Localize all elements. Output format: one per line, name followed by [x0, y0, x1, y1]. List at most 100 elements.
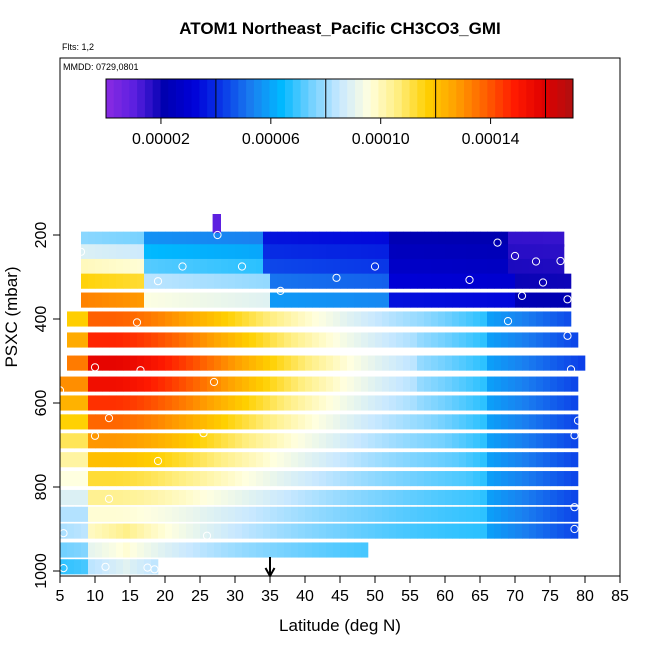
heatmap-cell	[459, 523, 467, 539]
heatmap-cell	[200, 452, 208, 468]
heatmap-cell	[494, 471, 502, 487]
heatmap-cell	[536, 292, 544, 308]
heatmap-cell	[389, 433, 397, 449]
heatmap-cell	[494, 258, 502, 275]
heatmap-cell	[123, 452, 131, 468]
observation-point	[202, 531, 212, 540]
colorbar-swatch	[269, 79, 278, 118]
heatmap-cell	[452, 273, 460, 289]
heatmap-cell	[179, 311, 187, 327]
heatmap-cell	[123, 273, 131, 289]
heatmap-cell	[368, 244, 376, 260]
heatmap-cell	[340, 273, 348, 289]
heatmap-cell	[67, 489, 75, 506]
heatmap-cell	[137, 332, 145, 348]
heatmap-cell	[172, 231, 180, 247]
heatmap-cell	[473, 489, 481, 506]
x-axis-label: Latitude (deg N)	[279, 616, 401, 635]
heatmap-cell	[354, 433, 362, 449]
colorbar-swatch	[432, 79, 442, 118]
heatmap-cell	[207, 258, 215, 275]
heatmap-cell	[60, 542, 68, 558]
heatmap-cell	[459, 433, 467, 449]
observation-point	[153, 456, 163, 466]
heatmap-cell	[256, 414, 264, 430]
heatmap-cell	[95, 258, 103, 275]
heatmap-cell	[263, 506, 271, 522]
heatmap-cell	[312, 414, 320, 430]
heatmap-cell	[270, 332, 278, 348]
heatmap-cell	[277, 433, 285, 449]
heatmap-cell	[256, 523, 264, 539]
heatmap-cell	[81, 292, 89, 308]
heatmap-cell	[116, 355, 124, 371]
heatmap-cell	[298, 244, 306, 260]
heatmap-cell	[522, 332, 530, 348]
heatmap-cell	[74, 471, 82, 487]
heatmap-cell	[102, 292, 110, 308]
y-tick-label: 1000	[33, 553, 50, 589]
heatmap-cell	[564, 292, 572, 308]
heatmap-cell	[228, 542, 236, 558]
heatmap-cell	[256, 258, 264, 275]
heatmap-cell	[333, 332, 341, 348]
heatmap-cell	[382, 433, 390, 449]
heatmap-cell	[501, 376, 509, 392]
heatmap-cell	[347, 506, 355, 522]
heatmap-cell	[354, 332, 362, 348]
heatmap-cell	[270, 273, 278, 289]
x-tick-label: 50	[366, 588, 384, 605]
heatmap-cell	[144, 489, 152, 506]
heatmap-cell	[417, 355, 425, 371]
heatmap-cell	[284, 376, 292, 392]
heatmap-cell	[571, 452, 579, 468]
heatmap-cell	[473, 292, 481, 308]
heatmap-cell	[550, 471, 558, 487]
heatmap-cell	[508, 506, 516, 522]
x-axis: 5 10 15 20 25 30 35 40 45 50 55 60 65 70 75 80 85	[56, 576, 629, 605]
heatmap-cell	[557, 452, 565, 468]
heatmap-cell	[270, 311, 278, 327]
heatmap-cell	[193, 471, 201, 487]
heatmap-cell	[284, 414, 292, 430]
heatmap-cell	[179, 292, 187, 308]
heatmap-cell	[445, 414, 453, 430]
heatmap-cell	[466, 489, 474, 506]
colorbar-swatch	[425, 79, 434, 118]
heatmap-cell	[270, 292, 278, 308]
heatmap-cell	[144, 244, 152, 260]
heatmap-cell	[319, 332, 327, 348]
heatmap-cell	[242, 471, 250, 487]
heatmap-cell	[480, 376, 488, 392]
heatmap-cell	[515, 452, 523, 468]
heatmap-cell	[291, 292, 299, 308]
heatmap-cell	[466, 376, 474, 392]
heatmap-cell	[536, 311, 544, 327]
heatmap-cell	[207, 292, 215, 308]
heatmap-cell	[123, 258, 131, 275]
heatmap-cell	[389, 244, 397, 260]
heatmap-cell	[165, 244, 173, 260]
heatmap-cell	[410, 258, 418, 275]
heatmap-cell	[242, 376, 250, 392]
heatmap-cell	[564, 452, 572, 468]
heatmap-cell	[312, 433, 320, 449]
heatmap-cell	[123, 376, 131, 392]
heatmap-cell	[417, 395, 425, 411]
heatmap-cell	[494, 414, 502, 430]
colorbar-swatch	[393, 79, 403, 118]
heatmap-cell	[431, 292, 439, 308]
heatmap-cell	[438, 523, 446, 539]
heatmap-cell	[417, 489, 425, 506]
heatmap-cell	[487, 292, 495, 308]
heatmap-cell	[249, 231, 257, 247]
heatmap-cell	[186, 414, 194, 430]
heatmap-cell	[417, 433, 425, 449]
heatmap-cell	[144, 231, 152, 247]
heatmap-cell	[200, 355, 208, 371]
colorbar-tick-label: 0.00006	[242, 131, 300, 148]
heatmap-cell	[459, 332, 467, 348]
heatmap-cell	[536, 395, 544, 411]
colorbar-swatch	[526, 79, 535, 118]
y-tick-label: 200	[33, 222, 50, 249]
